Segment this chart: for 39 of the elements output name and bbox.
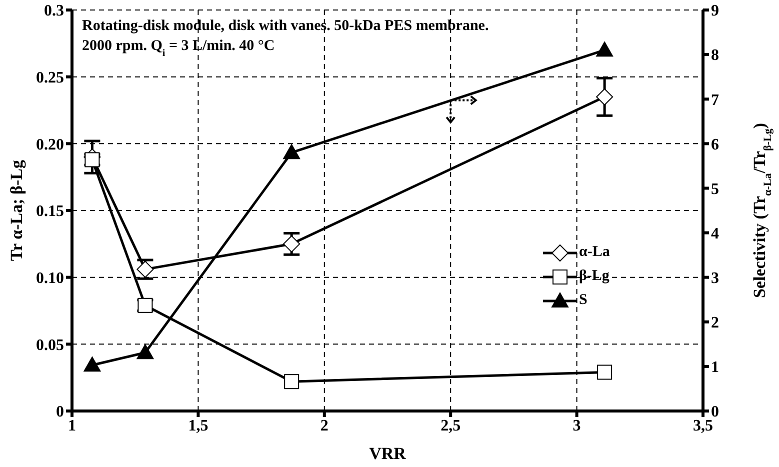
y2-tick-label: 8	[711, 47, 719, 64]
y-tick-label: 0.25	[36, 70, 64, 87]
y-axis-title: Tr α-La; β-Lg	[7, 160, 26, 261]
point	[283, 235, 300, 252]
x-tick-label: 3,5	[693, 417, 713, 434]
point	[283, 144, 300, 160]
x-tick-label: 3	[572, 417, 581, 434]
y-tick-label: 0.20	[36, 136, 64, 154]
y-tick-label: 0.10	[36, 270, 64, 288]
legend-label: α-La	[579, 244, 610, 261]
point	[136, 344, 154, 360]
y-tick-label: 0.15	[36, 203, 64, 220]
annotation: 2000 rpm. Q$_{i}$ = 3 L/min. 40 °C	[82, 38, 275, 58]
y2-tick-label: 0	[711, 404, 719, 421]
legend-label: β-Lg	[579, 268, 610, 285]
x-tick-label: 1,5	[188, 417, 208, 434]
legend-label: S	[579, 292, 588, 309]
annotation: Rotating-disk module, disk with vanes. 50-kDa PES membrane.	[82, 18, 489, 34]
point	[138, 298, 153, 313]
y2-tick-label: 3	[711, 270, 719, 288]
point	[596, 88, 614, 106]
point	[84, 356, 101, 372]
y2-tick-label: 6	[711, 136, 719, 154]
y-tick-label: 0.3	[44, 2, 64, 20]
point	[284, 374, 300, 390]
y2-tick-label: 5	[711, 180, 719, 198]
y2-tick-label: 9	[711, 2, 719, 20]
y2-tick-label: 4	[711, 225, 719, 242]
point	[597, 364, 612, 380]
y2-tick-label: 1	[711, 359, 719, 376]
y-tick-label: 0.05	[36, 336, 64, 354]
y2-tick-label: 2	[711, 314, 719, 332]
point	[596, 42, 614, 57]
y2-tick-label: 7	[711, 92, 719, 109]
x-tick-label: 2,5	[440, 417, 461, 434]
x-tick-label: 2	[320, 417, 328, 434]
y-tick-label: 0	[56, 404, 64, 421]
x-axis-title: VRR	[369, 444, 407, 463]
x-tick-label: 1	[68, 417, 76, 434]
